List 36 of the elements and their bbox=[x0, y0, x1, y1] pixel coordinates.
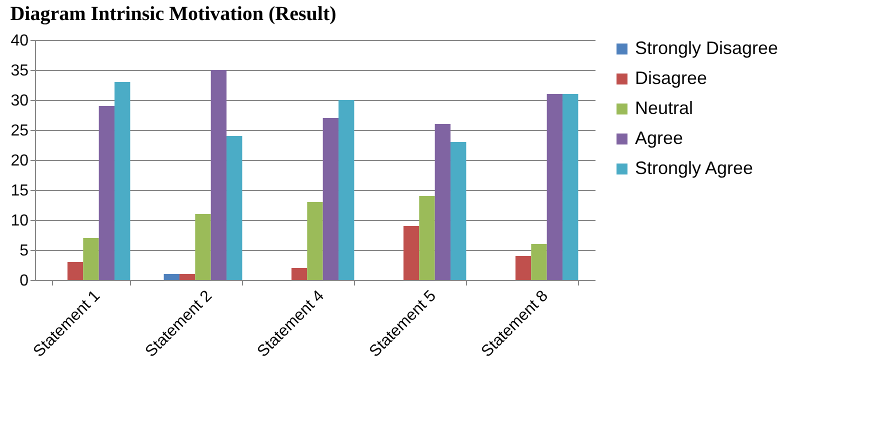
y-tick-label: 20 bbox=[10, 152, 29, 170]
bar bbox=[83, 238, 99, 280]
bar bbox=[291, 268, 308, 280]
bar bbox=[531, 244, 547, 280]
bar bbox=[434, 124, 451, 280]
bar bbox=[164, 274, 180, 280]
bar bbox=[450, 142, 466, 280]
y-tick-label: 30 bbox=[10, 92, 29, 110]
bar bbox=[562, 94, 578, 280]
y-tick-label: 40 bbox=[10, 32, 29, 50]
bar bbox=[98, 106, 115, 280]
bar bbox=[226, 136, 242, 280]
bar bbox=[195, 214, 211, 280]
bar bbox=[307, 202, 323, 280]
y-tick-label: 0 bbox=[20, 272, 29, 290]
chart-title: Diagram Intrinsic Motivation (Result) bbox=[10, 3, 336, 25]
y-tick-label: 10 bbox=[10, 212, 29, 230]
legend-label: Strongly Agree bbox=[635, 158, 754, 178]
bar bbox=[338, 100, 354, 280]
bar bbox=[67, 262, 84, 280]
legend-label: Neutral bbox=[635, 98, 694, 118]
bar bbox=[419, 196, 435, 280]
bar bbox=[546, 94, 563, 280]
legend-label: Strongly Disagree bbox=[635, 38, 778, 58]
bar bbox=[403, 226, 420, 280]
y-tick-label: 5 bbox=[20, 242, 29, 260]
legend-label: Disagree bbox=[635, 68, 708, 88]
legend-label: Agree bbox=[635, 128, 684, 148]
bar bbox=[179, 274, 196, 280]
bar bbox=[210, 70, 227, 280]
y-tick-label: 25 bbox=[10, 122, 29, 140]
y-tick-label: 35 bbox=[10, 62, 29, 80]
y-tick-label: 15 bbox=[10, 182, 29, 200]
bar bbox=[515, 256, 532, 280]
bar bbox=[322, 118, 339, 280]
bar bbox=[114, 82, 130, 280]
